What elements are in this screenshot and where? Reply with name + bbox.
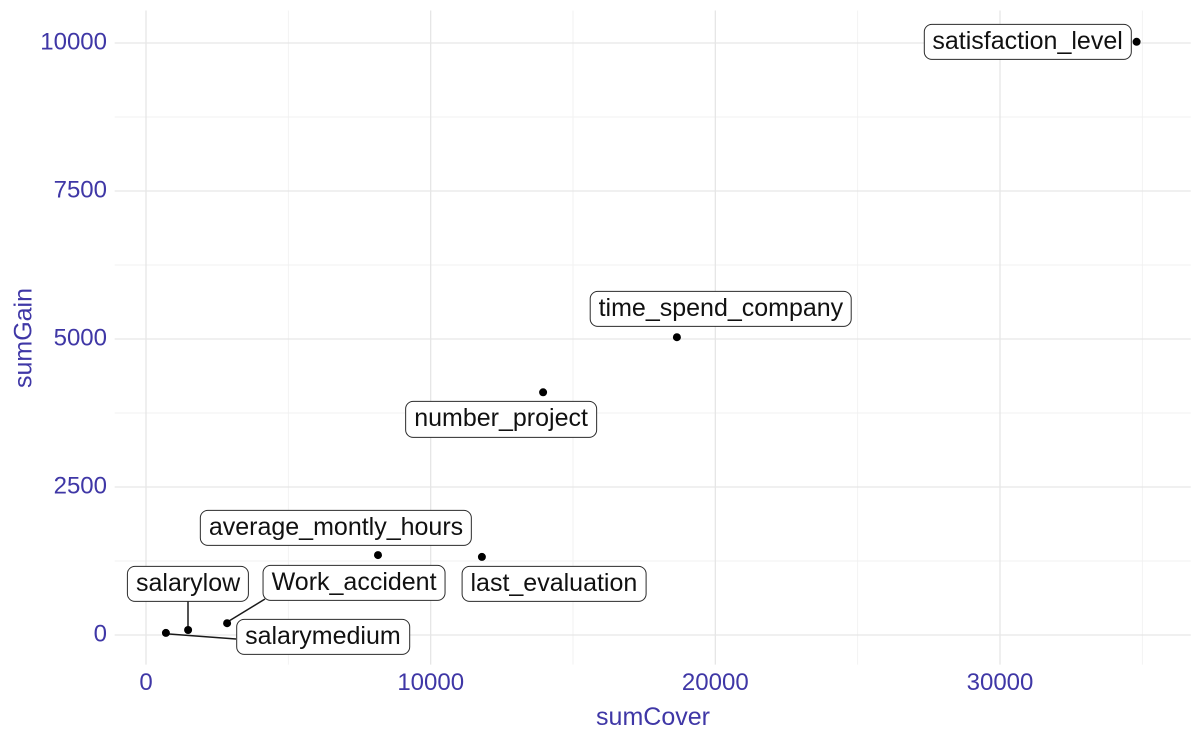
- y-axis-tick-label: 0: [93, 620, 107, 648]
- x-axis-title: sumCover: [596, 703, 710, 731]
- x-axis-tick-label: 10000: [397, 669, 465, 696]
- point-label-salarylow: salarylow: [126, 565, 250, 603]
- data-point-time_spend_company: [672, 333, 681, 342]
- data-point-Work_accident: [223, 619, 232, 628]
- data-point-satisfaction_level: [1132, 37, 1141, 46]
- x-axis-tick-label: 20000: [681, 669, 749, 696]
- point-label-Work_accident: Work_accident: [262, 565, 446, 602]
- y-axis-tick-label: 5000: [53, 324, 107, 352]
- label-leader-line: [168, 633, 237, 640]
- data-point-average_montly_hours: [374, 551, 382, 560]
- data-point-number_project: [539, 388, 548, 397]
- point-label-number_project: number_project: [405, 401, 597, 438]
- x-axis-tick-label: 0: [139, 669, 153, 696]
- data-point-salarymedium: [161, 628, 170, 637]
- y-axis-tick-label: 10000: [40, 28, 107, 56]
- data-point-salarylow: [184, 626, 193, 634]
- point-label-average_montly_hours: average_montly_hours: [199, 509, 473, 547]
- x-axis-tick-label: 30000: [966, 669, 1034, 696]
- y-axis-title: sumGain: [9, 287, 38, 389]
- point-label-time_spend_company: time_spend_company: [589, 291, 853, 328]
- data-point-last_evaluation: [477, 552, 486, 561]
- point-label-last_evaluation: last_evaluation: [461, 565, 647, 603]
- point-label-satisfaction_level: satisfaction_level: [923, 23, 1132, 60]
- point-label-salarymedium: salarymedium: [236, 618, 410, 656]
- y-axis-tick-label: 2500: [53, 472, 107, 500]
- y-axis-tick-label: 7500: [53, 176, 107, 204]
- label-leader-line: [228, 598, 266, 622]
